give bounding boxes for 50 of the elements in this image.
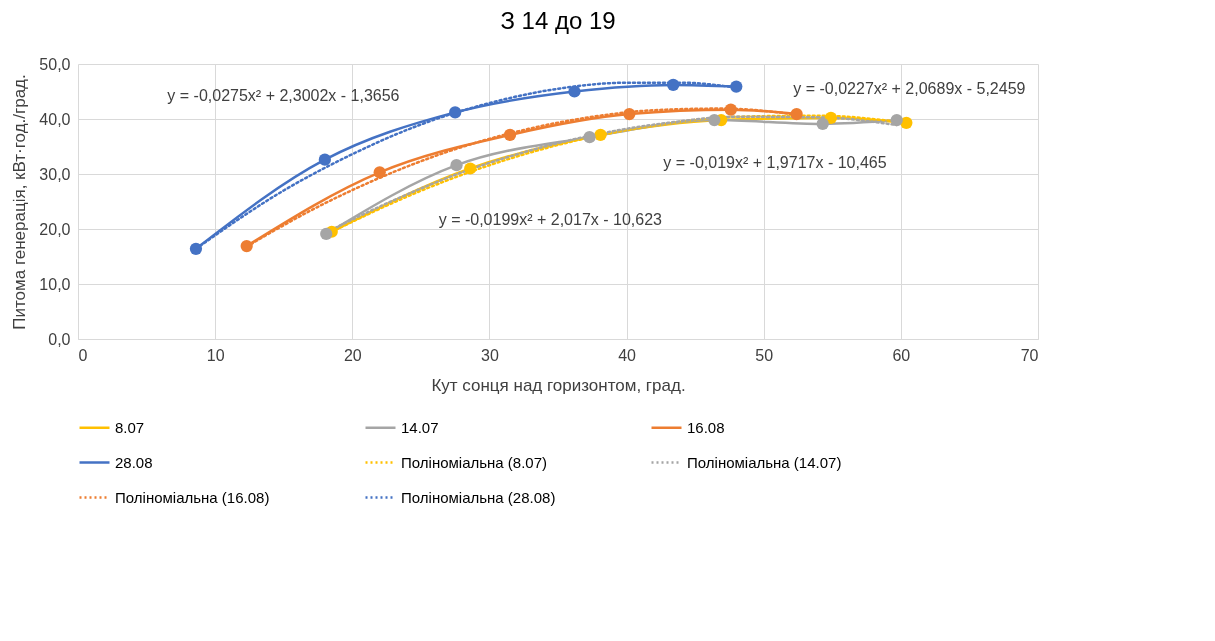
point <box>724 103 737 116</box>
y-tick-label: 20,0 <box>39 220 71 238</box>
point <box>449 106 462 119</box>
point <box>318 153 331 166</box>
point <box>568 85 581 98</box>
x-axis-title: Кут сонця над горизонтом, град. <box>431 375 686 395</box>
x-tick-label: 10 <box>206 346 225 364</box>
x-tick-label: 50 <box>755 346 774 364</box>
point <box>816 117 829 131</box>
point <box>890 113 903 127</box>
legend-label: Поліноміальна (8.07) <box>401 453 548 471</box>
legend-label: 14.07 <box>401 418 439 436</box>
y-tick-label: 50,0 <box>39 55 71 73</box>
x-tick-label: 40 <box>618 346 637 364</box>
point <box>450 159 463 172</box>
chart-title: З 14 до 19 <box>500 7 616 34</box>
point <box>708 113 721 127</box>
point <box>189 242 203 255</box>
x-tick-label: 20 <box>343 346 362 364</box>
y-axis-title: Питома генерація, кВт·год./град. <box>10 74 30 330</box>
legend-label: 16.08 <box>687 418 725 436</box>
legend-label: Поліноміальна (16.08) <box>115 488 270 506</box>
point <box>320 227 333 241</box>
point <box>594 128 607 142</box>
y-tick-label: 30,0 <box>39 165 71 183</box>
point <box>583 131 596 144</box>
annotation: y = -0,0199x² + 2,017x - 10,623 <box>438 210 663 228</box>
point <box>240 239 253 253</box>
point <box>824 111 838 125</box>
point <box>503 128 517 142</box>
point <box>667 78 680 92</box>
annotation: y = -0,0275x² + 2,3002x - 1,3656 <box>167 87 400 105</box>
point <box>730 80 743 93</box>
annotation: y = -0,0227x² + 2,0689x - 5,2459 <box>793 79 1026 97</box>
point <box>623 107 636 121</box>
point <box>790 107 803 121</box>
point <box>373 166 386 179</box>
x-tick-label: 30 <box>481 346 499 364</box>
x-tick-label: 0 <box>78 346 88 364</box>
legend-label: 8.07 <box>115 418 145 436</box>
legend-label: 28.08 <box>115 453 153 471</box>
x-tick-label: 60 <box>892 346 911 364</box>
y-tick-label: 40,0 <box>39 110 71 128</box>
point <box>464 162 477 175</box>
legend-label: Поліноміальна (14.07) <box>687 453 842 471</box>
legend-label: Поліноміальна (28.08) <box>401 488 556 506</box>
y-tick-label: 10,0 <box>39 275 71 293</box>
annotation: y = -0,019x² + 1,9717x - 10,465 <box>663 153 887 171</box>
x-tick-label: 70 <box>1020 346 1039 364</box>
y-tick-label: 0,0 <box>48 330 71 348</box>
